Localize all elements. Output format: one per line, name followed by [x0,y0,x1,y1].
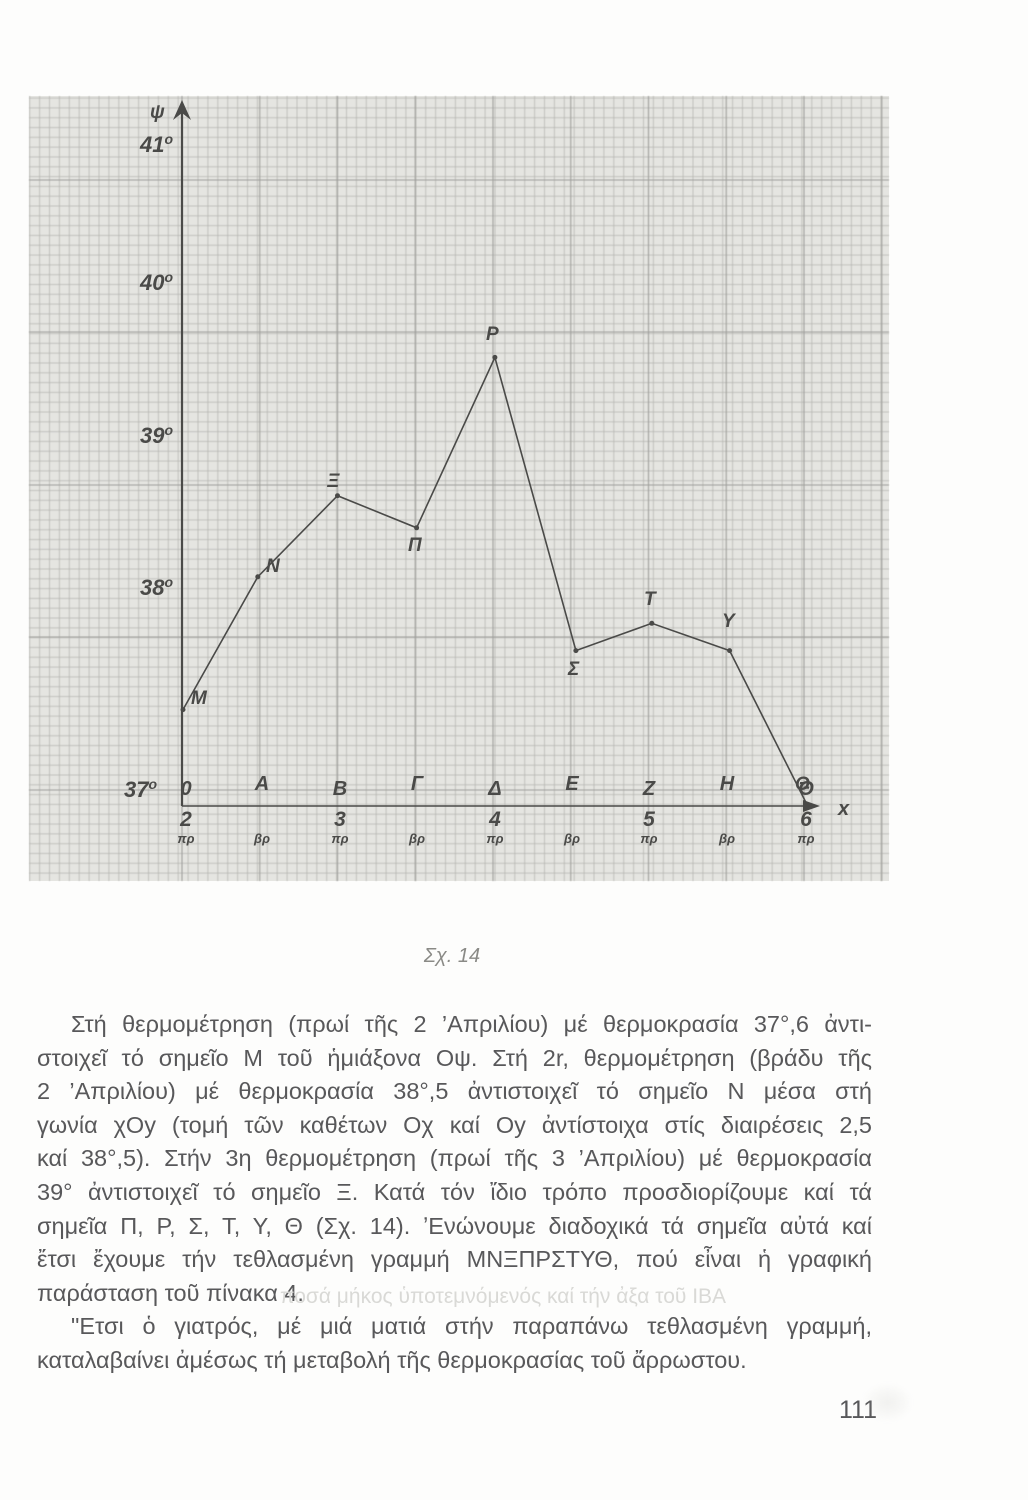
svg-text:Α: Α [254,773,269,795]
svg-text:πρ: πρ [640,831,657,846]
svg-text:πρ: πρ [331,831,348,846]
svg-text:Γ: Γ [411,773,424,795]
svg-text:Π: Π [408,535,422,556]
svg-text:πρ: πρ [177,831,194,846]
svg-text:Τ: Τ [644,589,657,610]
svg-text:Ξ: Ξ [326,471,340,492]
svg-text:Ζ: Ζ [642,778,656,800]
svg-text:Ρ: Ρ [486,324,499,345]
svg-text:ψ: ψ [150,102,165,123]
svg-text:πρ: πρ [797,831,814,846]
svg-text:4: 4 [488,808,501,831]
svg-text:βρ: βρ [718,831,735,846]
svg-text:βρ: βρ [563,831,580,846]
svg-text:Θ: Θ [795,774,810,795]
svg-text:Ν: Ν [266,556,281,577]
svg-text:3: 3 [334,808,346,831]
svg-text:Δ: Δ [487,778,501,800]
svg-text:βρ: βρ [408,831,425,846]
svg-text:Σ: Σ [567,659,580,680]
svg-text:βρ: βρ [253,831,270,846]
svg-text:Μ: Μ [191,688,208,709]
svg-text:Β: Β [333,778,347,800]
svg-text:Ε: Ε [565,773,579,795]
svg-text:0: 0 [180,778,191,800]
svg-text:πρ: πρ [486,831,503,846]
svg-text:Σχ. 14: Σχ. 14 [423,945,480,967]
svg-text:6: 6 [800,808,812,831]
svg-text:Η: Η [720,773,735,795]
svg-text:x: x [837,798,850,820]
svg-text:5: 5 [643,808,655,831]
svg-text:2: 2 [179,808,192,831]
